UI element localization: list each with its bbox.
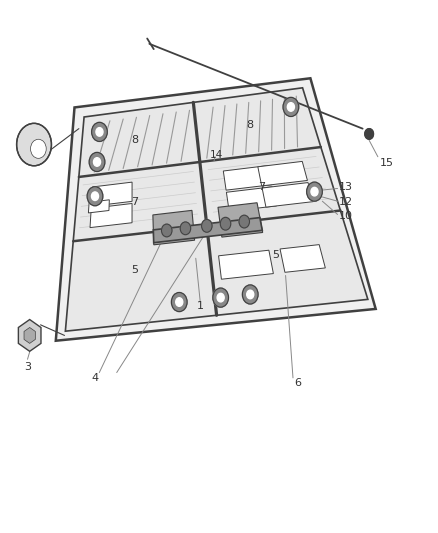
Polygon shape: [258, 161, 307, 186]
Polygon shape: [88, 200, 110, 213]
Text: 7: 7: [258, 182, 265, 192]
Text: 1: 1: [197, 301, 204, 311]
Circle shape: [180, 222, 191, 235]
Text: 12: 12: [339, 197, 353, 207]
Circle shape: [17, 123, 51, 166]
Polygon shape: [90, 204, 132, 228]
Circle shape: [31, 139, 46, 158]
Circle shape: [217, 293, 224, 302]
Text: 6: 6: [294, 378, 301, 388]
Polygon shape: [65, 88, 368, 331]
Circle shape: [239, 215, 250, 228]
Text: 8: 8: [131, 135, 138, 145]
Circle shape: [307, 182, 322, 201]
Polygon shape: [219, 250, 273, 279]
Text: 10: 10: [339, 211, 353, 221]
Text: 5: 5: [272, 250, 279, 260]
Text: 4: 4: [92, 373, 99, 383]
Circle shape: [176, 298, 183, 306]
Circle shape: [89, 152, 105, 172]
Circle shape: [171, 293, 187, 312]
Polygon shape: [280, 245, 325, 272]
Circle shape: [213, 288, 229, 307]
Polygon shape: [218, 203, 263, 237]
Polygon shape: [262, 183, 313, 207]
Text: 13: 13: [339, 182, 353, 192]
Circle shape: [92, 192, 99, 200]
Circle shape: [201, 220, 212, 232]
Circle shape: [87, 187, 103, 206]
Circle shape: [92, 123, 107, 141]
Circle shape: [162, 224, 172, 237]
Circle shape: [93, 158, 101, 166]
Text: 14: 14: [210, 150, 223, 160]
Polygon shape: [56, 78, 376, 341]
Circle shape: [242, 285, 258, 304]
Text: 5: 5: [131, 265, 138, 276]
Text: 8: 8: [246, 120, 253, 131]
Circle shape: [365, 128, 374, 139]
Polygon shape: [24, 327, 35, 343]
Circle shape: [283, 98, 299, 117]
Circle shape: [247, 290, 254, 299]
Circle shape: [96, 127, 103, 136]
Circle shape: [287, 103, 294, 111]
Polygon shape: [153, 217, 262, 243]
Text: 3: 3: [24, 362, 31, 372]
Polygon shape: [226, 187, 276, 212]
Text: 15: 15: [380, 158, 394, 168]
Circle shape: [220, 217, 231, 230]
Circle shape: [311, 188, 318, 196]
Polygon shape: [223, 166, 272, 190]
Polygon shape: [92, 182, 132, 206]
Polygon shape: [18, 319, 41, 351]
Text: 7: 7: [131, 197, 138, 207]
Polygon shape: [153, 211, 194, 245]
